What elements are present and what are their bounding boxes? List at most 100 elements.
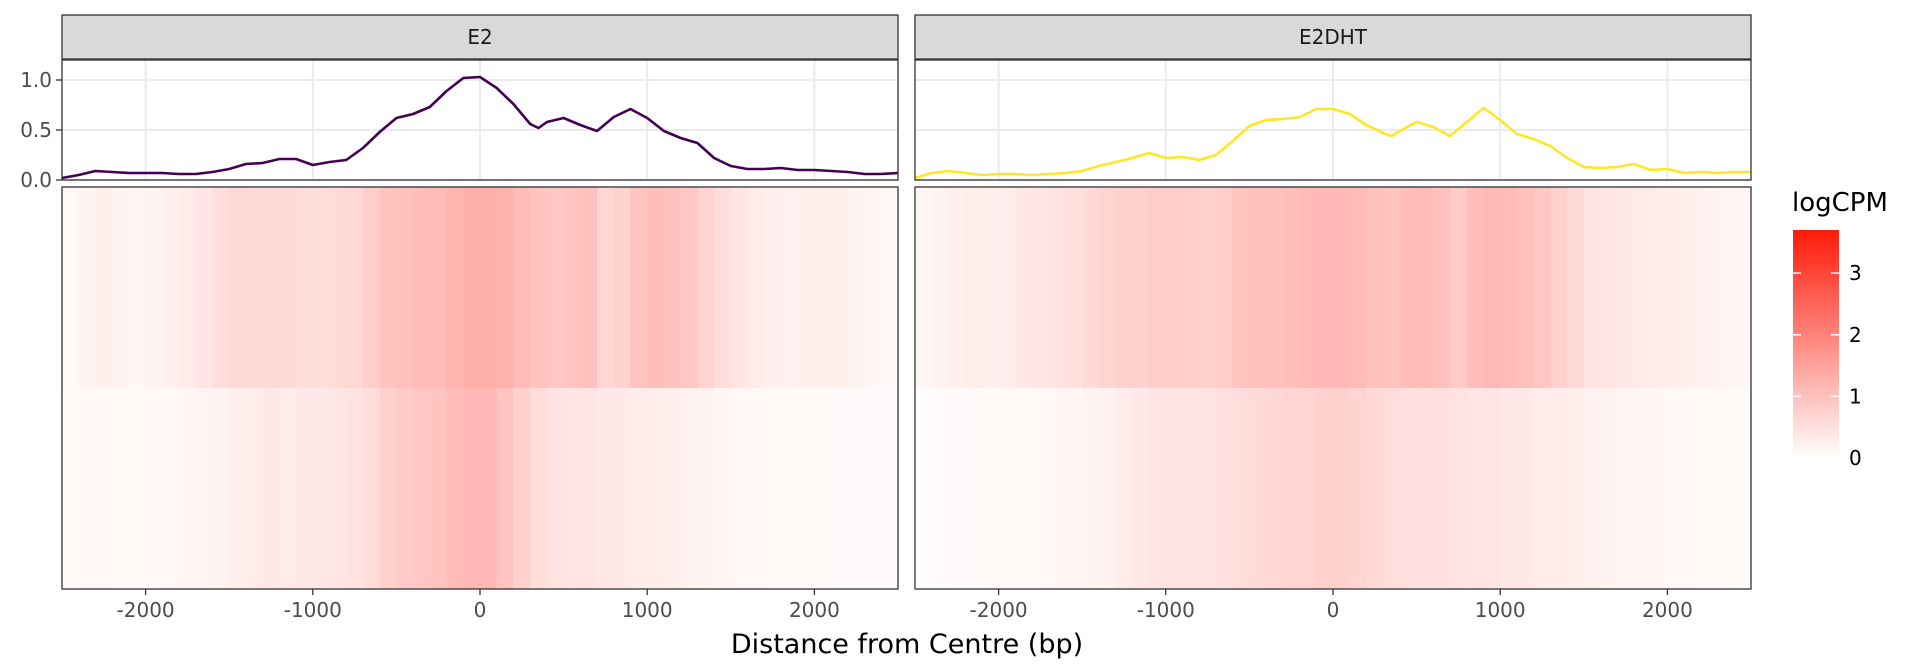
heatmap-cell: [1567, 388, 1585, 590]
heatmap-cell: [396, 388, 414, 590]
heatmap-cell: [496, 388, 515, 590]
heatmap-cell: [296, 388, 314, 590]
heatmap-cell: [78, 388, 97, 590]
heatmap-cell: [814, 187, 832, 389]
heatmap-cell: [62, 388, 80, 590]
heatmap-cell: [112, 187, 130, 389]
heatmap-cell: [1366, 187, 1384, 389]
heatmap-cell: [1098, 388, 1117, 590]
facet-panel-e2dht: E2DHT -2000 -1000 0 1000 2000: [914, 14, 1752, 622]
heatmap-cell: [630, 388, 648, 590]
legend-tick-label: 0: [1849, 446, 1862, 470]
heatmap-cell: [1082, 187, 1100, 389]
heatmap-cell: [312, 388, 331, 590]
heatmap-cell: [1399, 388, 1418, 590]
heatmap-cell: [1450, 187, 1468, 389]
heatmap-cell: [680, 187, 698, 389]
heatmap-cell: [1132, 388, 1150, 590]
heatmap-cell: [463, 187, 481, 389]
heatmap-cell: [1633, 388, 1652, 590]
heatmap-cell: [663, 187, 682, 389]
heatmap-cell: [396, 187, 414, 389]
heatmap-cell: [413, 187, 431, 389]
heatmap-cell: [1165, 388, 1184, 590]
heatmap-cell: [915, 187, 933, 389]
x-tick-label: 2000: [789, 598, 840, 622]
heatmap-cell: [463, 388, 481, 590]
heatmap-cell: [480, 187, 498, 389]
heatmap-cell: [128, 388, 147, 590]
heatmap-cell: [1366, 388, 1384, 590]
heatmap-cell: [1700, 187, 1719, 389]
heatmap-cell: [1082, 388, 1100, 590]
heatmap-cell: [145, 388, 163, 590]
heatmap-cell: [948, 388, 966, 590]
heatmap-cell: [1182, 187, 1200, 389]
heatmap-cell: [663, 388, 682, 590]
y-tick-label: 0.5: [20, 118, 52, 142]
heatmap-cell: [279, 187, 297, 389]
heatmap-cell: [195, 187, 214, 389]
heatmap-cell: [1533, 187, 1551, 389]
heatmap-cell: [1416, 187, 1434, 389]
heatmap-cell: [546, 187, 565, 389]
heatmap-cell: [1500, 388, 1518, 590]
heatmap-cell: [262, 187, 280, 389]
x-tick-label: 0: [474, 598, 487, 622]
heatmap-cell: [429, 187, 448, 389]
heatmap-cell: [1617, 388, 1635, 590]
heatmap-cell: [1383, 187, 1401, 389]
heatmap-cell: [1433, 187, 1451, 389]
heatmap-cell: [580, 388, 598, 590]
heatmap-cell: [1115, 388, 1133, 590]
heatmap-cell: [162, 388, 180, 590]
heatmap-cell: [814, 388, 832, 590]
x-tick-label: 0: [1327, 598, 1340, 622]
heatmap-cell: [1433, 388, 1451, 590]
heatmap-row: [915, 388, 1752, 590]
heatmap-cell: [1215, 388, 1234, 590]
heatmap-cell: [1667, 388, 1685, 590]
heatmap-cell: [747, 187, 765, 389]
facet-strip: [914, 14, 1752, 60]
heatmap-cell: [1266, 187, 1284, 389]
heatmap-cell: [965, 388, 983, 590]
heatmap-cell: [513, 187, 531, 389]
heatmap-cell: [1199, 187, 1217, 389]
facet-panel-e2: E2 -2000 -1000 0 1000 2000 0.0 0.5 1.0: [20, 14, 899, 622]
heatmap-cell: [680, 388, 698, 590]
heatmap-row: [62, 388, 899, 590]
heatmap-cell: [530, 388, 548, 590]
heatmap-cell: [563, 187, 581, 389]
heatmap-cell: [546, 388, 565, 590]
heatmap-cell: [931, 388, 950, 590]
heatmap-cell: [1416, 388, 1434, 590]
heatmap-cell: [864, 388, 882, 590]
heatmap-cell: [697, 388, 715, 590]
heatmap-cell: [597, 187, 615, 389]
heatmap-cell: [697, 187, 715, 389]
y-tick-label: 1.0: [20, 68, 52, 92]
x-tick-label: -2000: [117, 598, 175, 622]
heatmap-cell: [513, 388, 531, 590]
heatmap-cell: [730, 388, 749, 590]
heatmap-cell: [229, 187, 247, 389]
heatmap-cell: [831, 388, 849, 590]
heatmap-cell: [1550, 187, 1568, 389]
legend-tick-label: 2: [1849, 323, 1862, 347]
heatmap-cell: [1483, 187, 1501, 389]
heatmap-cell: [1316, 388, 1334, 590]
heatmap-cell: [797, 388, 815, 590]
heatmap-cell: [1684, 187, 1702, 389]
x-tick-label: 2000: [1642, 598, 1693, 622]
x-tick-label: 1000: [1475, 598, 1526, 622]
heatmap-cell: [362, 187, 381, 389]
heatmap-cell: [747, 388, 765, 590]
heatmap-cell: [1032, 388, 1050, 590]
heatmap-cell: [212, 388, 230, 590]
profile-line-e2: [61, 75, 899, 180]
heatmap-cell: [296, 187, 314, 389]
heatmap-cell: [1098, 187, 1117, 389]
heatmap-cell: [1266, 388, 1284, 590]
heatmap-cell: [1232, 187, 1250, 389]
